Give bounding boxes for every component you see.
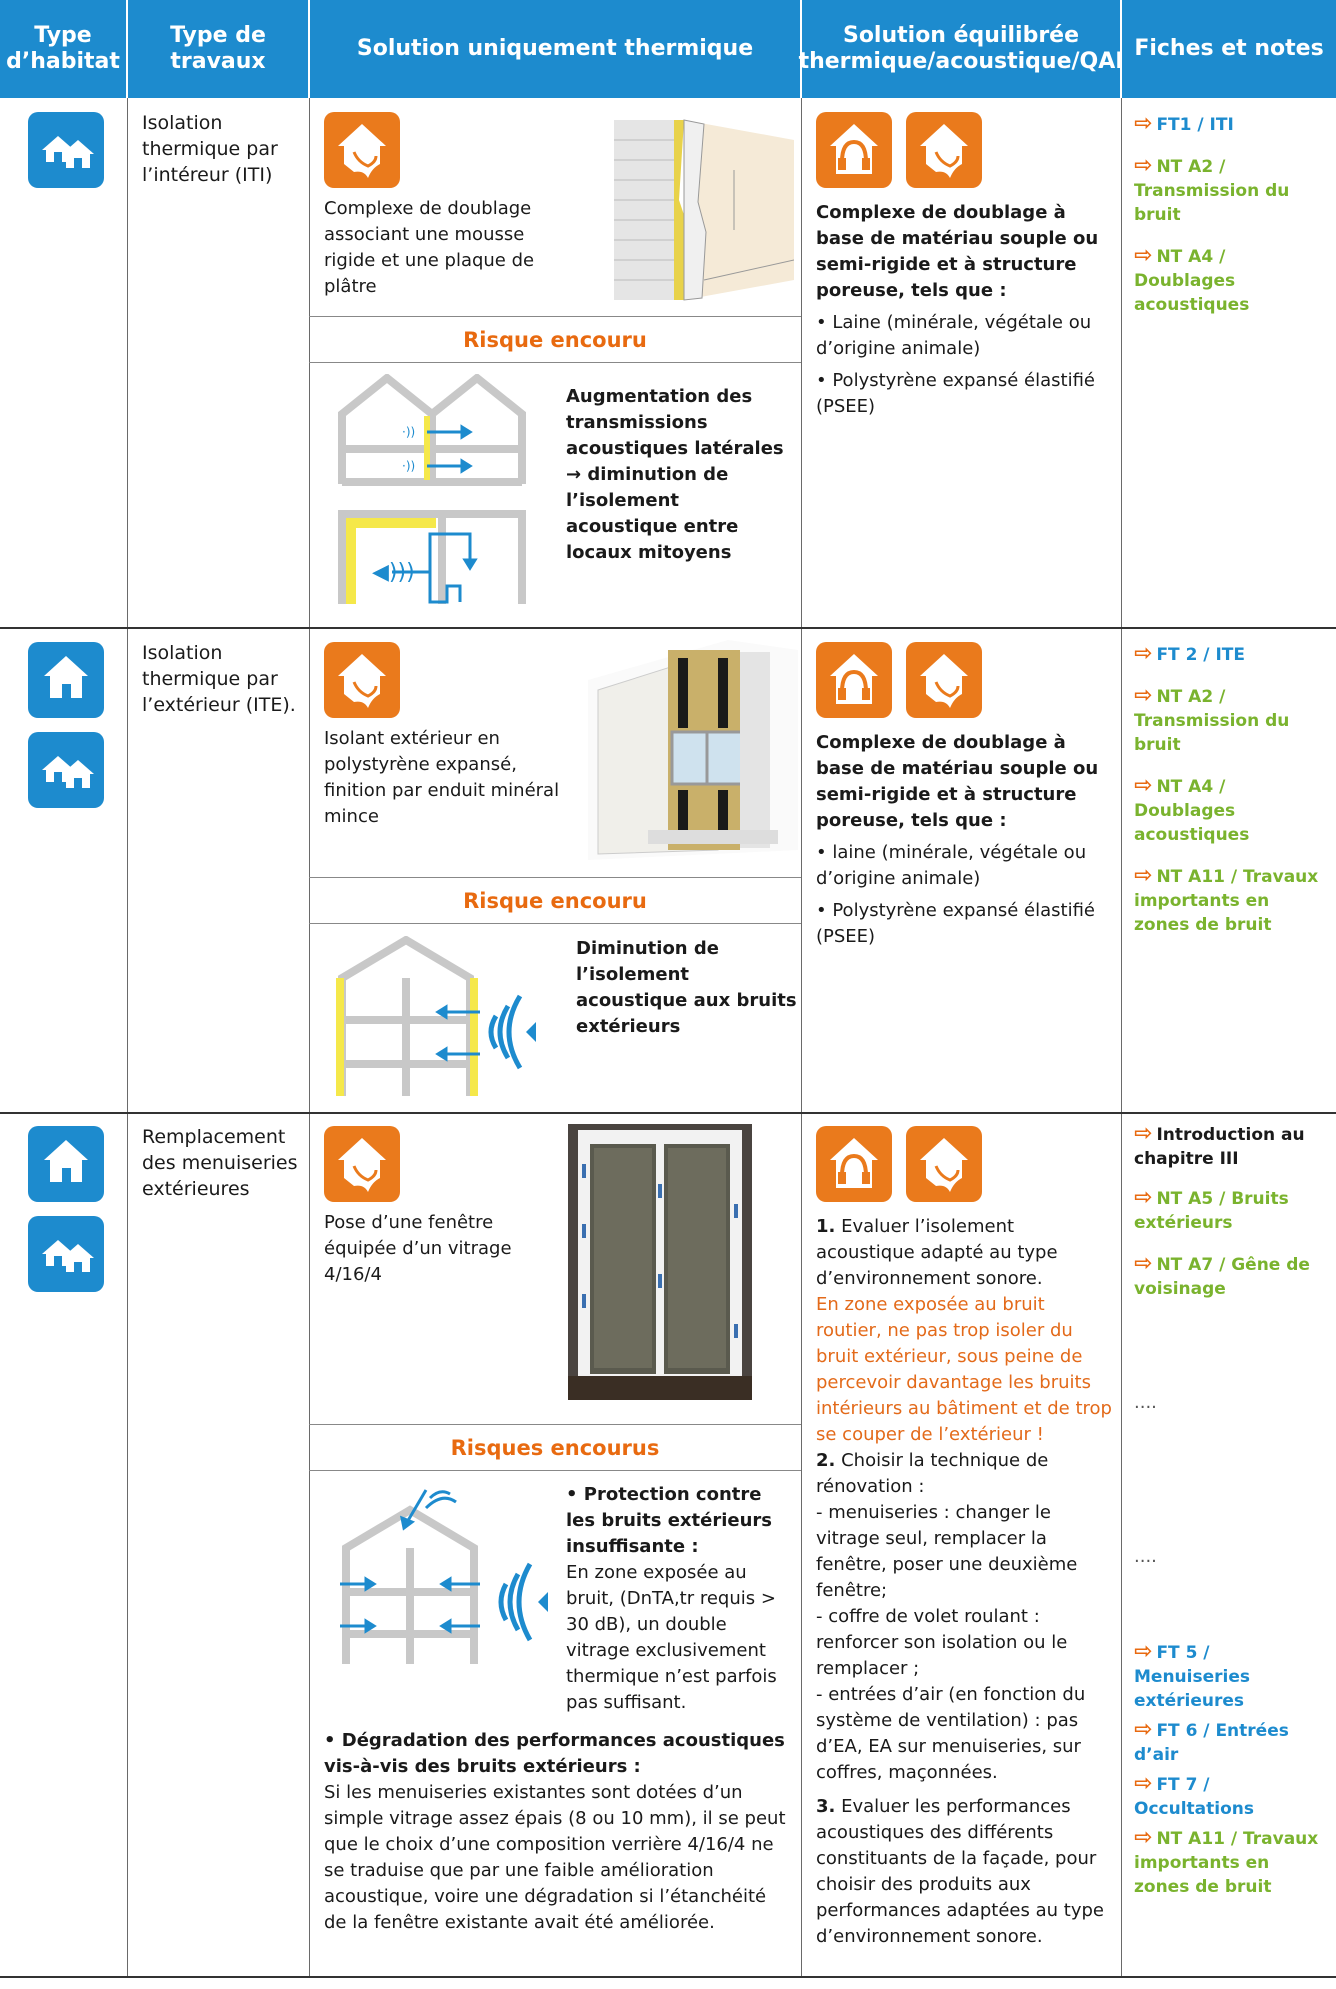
multi-house-icon [28,112,104,188]
risque-item-title: • Protection contre les bruits extérieur… [566,1484,772,1557]
thermal-insulation-icon [324,112,400,188]
note-link[interactable]: ⇨ NT A2 / Transmission du bruit [1134,683,1290,756]
svg-text:◀))): ◀))) [372,560,415,585]
equilibre-step: 2. Choisir la technique de rénovation : [816,1450,1049,1497]
ite-facade-illustration [588,640,798,860]
header-equilibre: Solution équilibrée thermique/acoustique… [799,0,1123,98]
multi-house-icon [28,1216,104,1292]
note-link[interactable]: ⇨ NT A2 / Transmission du bruit [1134,153,1290,226]
risque-item-title: • Dégradation des performances acoustiqu… [324,1730,785,1777]
note-link[interactable]: ⇨ FT 6 / Entrées d’air [1134,1717,1289,1766]
note-link[interactable]: ⇨ NT A4 / Doublages acoustiques [1134,243,1250,316]
equilibre-bullet: • Laine (minérale, végétale ou d’origine… [816,312,1092,359]
svg-text:·)): ·)) [402,425,415,439]
note-link[interactable]: ⇨ NT A5 / Bruits extérieurs [1134,1185,1289,1234]
thermique-desc: Isolant extérieur en polystyrène expansé… [324,728,560,827]
risque-item-text: Si les menuiseries existantes sont dotée… [324,1782,786,1933]
equilibre-bullet: • Polystyrène expansé élastifié (PSEE) [816,370,1095,417]
equilibre-warning: En zone exposée au bruit routier, ne pas… [816,1294,1112,1445]
thermal-insulation-icon [906,112,982,188]
header-fiches: Fiches et notes [1122,0,1336,98]
note-link[interactable]: ⇨ FT1 / ITI [1134,111,1234,136]
header-thermique: Solution uniquement thermique [310,0,800,98]
thermal-insulation-icon [906,1126,982,1202]
thermal-insulation-icon [906,642,982,718]
acoustic-comfort-icon [816,112,892,188]
equilibre-step: 1. Evaluer l’isolement acoustique adapté… [816,1216,1058,1289]
equilibre-sub: - entrées d’air (en fonction du système … [816,1684,1086,1783]
note-link[interactable]: ⇨ NT A7 / Gêne de voisinage [1134,1251,1310,1300]
note-link[interactable]: ⇨ NT A4 / Doublages acoustiques [1134,773,1250,846]
note-link[interactable]: ⇨ FT 2 / ITE [1134,641,1245,666]
travaux-label: Isolation thermique par l’intéreur (ITI) [142,112,278,186]
equilibre-sub: - coffre de volet roulant : renforcer so… [816,1606,1068,1679]
risque-desc: Augmentation des transmissions acoustiqu… [566,386,784,563]
equilibre-step: 3. Evaluer les performances acoustiques … [816,1796,1104,1947]
acoustic-comfort-icon [816,1126,892,1202]
thermal-insulation-icon [324,642,400,718]
travaux-label: Isolation thermique par l’extérieur (ITE… [142,642,296,716]
thermique-desc: Pose d’une fenêtre équipée d’un vitrage … [324,1212,512,1285]
risque-title: Risque encouru [463,889,647,913]
risque-item-text: En zone exposée au bruit, (DnTA,tr requi… [566,1562,777,1713]
equilibre-bullet: • Polystyrène expansé élastifié (PSEE) [816,900,1095,947]
window-noise-diagram [340,1489,548,1664]
single-house-icon [28,1126,104,1202]
risque-title: Risque encouru [463,328,647,352]
notes-separator: .... [1134,1392,1157,1413]
window-photo [568,1124,752,1400]
header-travaux: Type de travaux [128,0,308,98]
iti-wall-illustration [614,119,794,301]
equilibre-intro: Complexe de doublage à base de matériau … [816,202,1099,301]
thermal-insulation-icon [324,1126,400,1202]
equilibre-bullet: • laine (minérale, végétale ou d’origine… [816,842,1087,889]
single-house-icon [28,642,104,718]
note-link[interactable]: ⇨ FT 5 / Menuiseries extérieures [1134,1639,1250,1712]
svg-text:·)): ·)) [402,459,415,473]
risque-desc: Diminution de l’isolement acoustique aux… [576,938,797,1037]
lateral-transmission-diagram: ·)) ·)) ◀))) [338,374,526,604]
multi-house-icon [28,732,104,808]
equilibre-intro: Complexe de doublage à base de matériau … [816,732,1099,831]
note-link[interactable]: ⇨ Introduction au chapitre III [1134,1121,1305,1170]
travaux-label: Remplacement des menuiseries extérieures [142,1126,298,1200]
exterior-noise-diagram [336,936,536,1096]
risque-title: Risques encourus [450,1436,660,1460]
note-link[interactable]: ⇨ NT A11 / Travaux importants en zones de… [1134,1825,1319,1898]
equilibre-sub: - menuiseries : changer le vitrage seul,… [816,1502,1078,1601]
notes-separator: .... [1134,1546,1157,1567]
acoustic-comfort-icon [816,642,892,718]
note-link[interactable]: ⇨ FT 7 / Occultations [1134,1771,1254,1820]
header-habitat: Type d’habitat [0,0,126,98]
thermique-desc: Complexe de doublage associant une mouss… [324,198,535,297]
note-link[interactable]: ⇨ NT A11 / Travaux importants en zones de… [1134,863,1319,936]
